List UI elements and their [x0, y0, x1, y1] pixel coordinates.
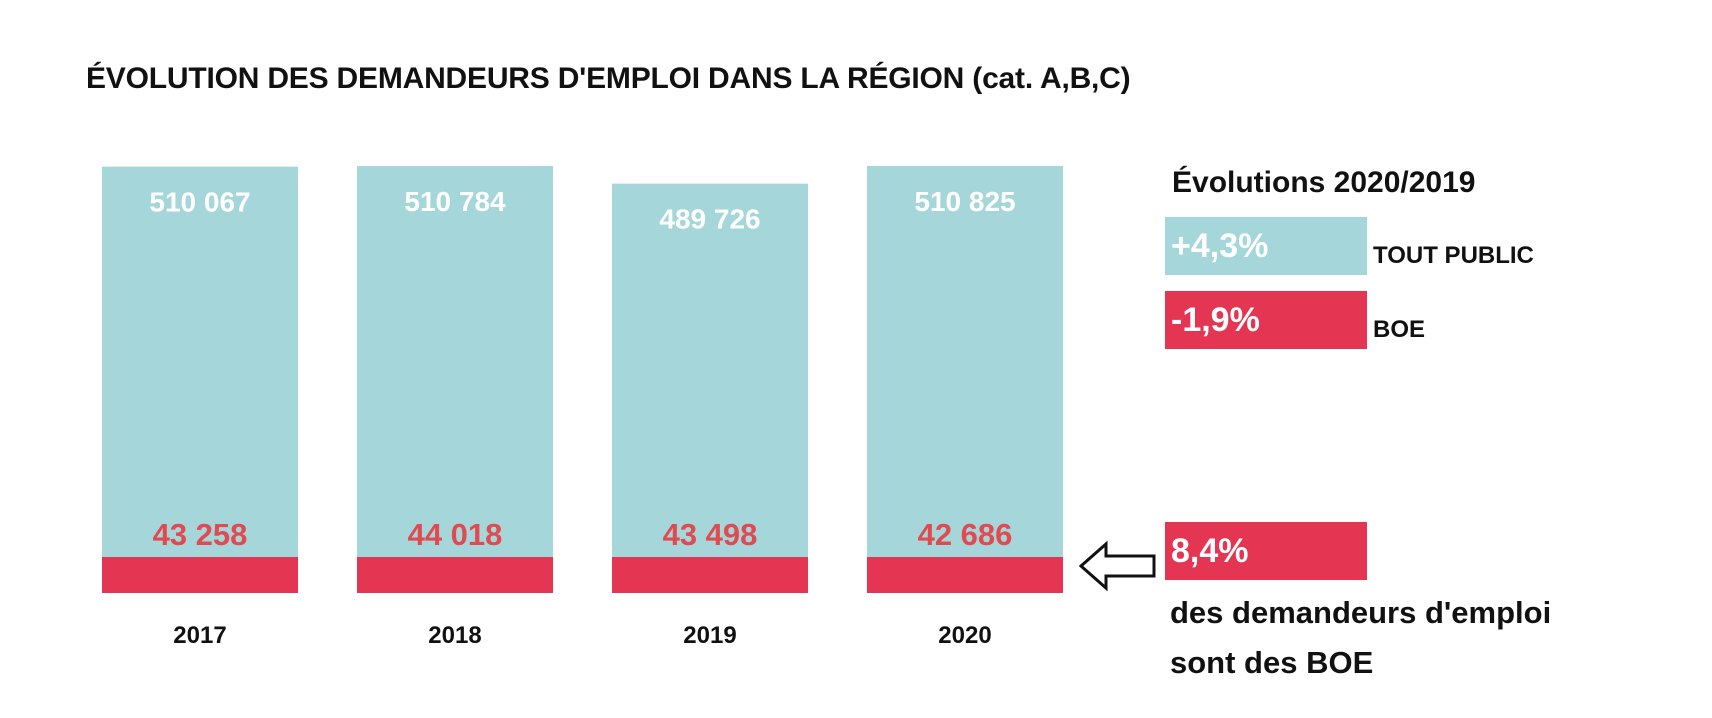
value-label-boe-2018: 44 018 [408, 517, 503, 552]
boe-share-line-2: sont des BOE [1170, 645, 1374, 680]
boe-label: BOE [1373, 316, 1426, 343]
bar-tout-public-2017 [102, 166, 298, 594]
value-label-boe-2017: 43 258 [153, 517, 248, 552]
chart-title: ÉVOLUTION DES DEMANDEURS D'EMPLOI DANS L… [86, 62, 1131, 95]
bar-tout-public-2019 [612, 183, 808, 593]
bar-boe-2018 [357, 557, 553, 593]
value-label-tout-public-2017: 510 067 [149, 187, 250, 218]
bar-tout-public-2020 [867, 166, 1063, 593]
value-label-boe-2019: 43 498 [663, 517, 758, 552]
tout-public-change-badge: +4,3% [1165, 217, 1367, 275]
boe-share-badge: 8,4% [1165, 522, 1367, 580]
bar-boe-2017 [102, 557, 298, 593]
x-tick-label-2018: 2018 [428, 622, 481, 649]
value-label-tout-public-2019: 489 726 [659, 204, 760, 235]
boe-share-line-1: des demandeurs d'emploi [1170, 595, 1552, 630]
value-label-tout-public-2018: 510 784 [404, 186, 506, 217]
left-arrow-icon [1078, 540, 1156, 592]
x-tick-label-2020: 2020 [938, 622, 991, 649]
x-tick-label-2017: 2017 [173, 622, 226, 649]
bar-tout-public-2018 [357, 166, 553, 593]
value-label-boe-2020: 42 686 [918, 517, 1013, 552]
boe-share-text: des demandeurs d'emploi sont des BOE [1170, 588, 1551, 688]
tout-public-label: TOUT PUBLIC [1373, 242, 1534, 269]
bar-boe-2020 [867, 557, 1063, 593]
bar-boe-2019 [612, 557, 808, 593]
evolution-title: Évolutions 2020/2019 [1172, 166, 1476, 199]
x-tick-label-2019: 2019 [683, 622, 736, 649]
value-label-tout-public-2020: 510 825 [914, 186, 1015, 217]
boe-change-badge: -1,9% [1165, 291, 1367, 349]
